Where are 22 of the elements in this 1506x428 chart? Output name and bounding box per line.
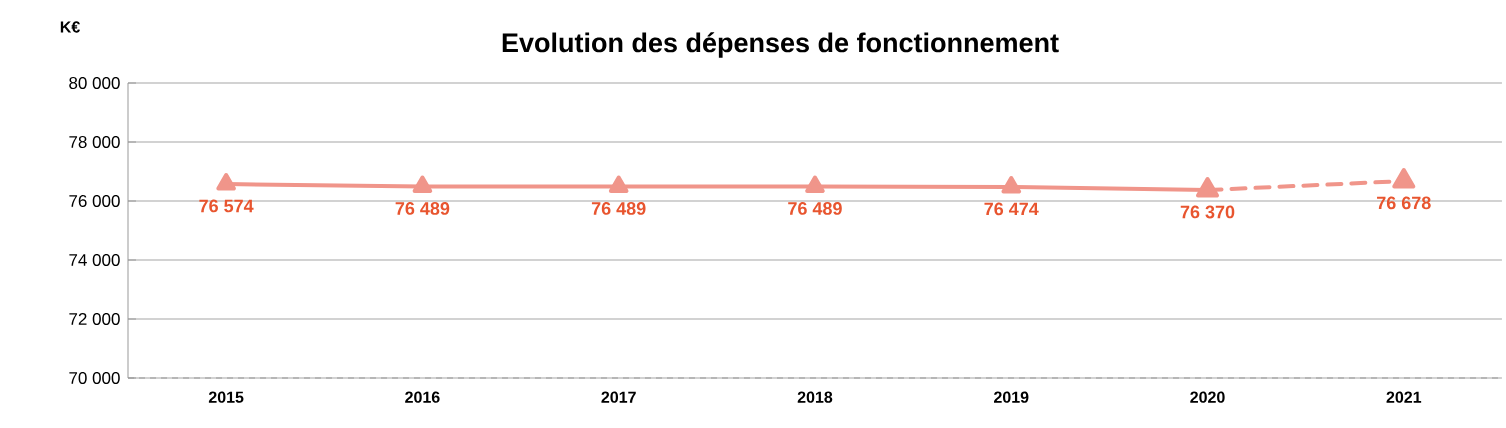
data-label: 76 370 bbox=[1180, 205, 1235, 219]
x-tick-label: 2019 bbox=[994, 391, 1029, 403]
y-tick-label: 76 000 bbox=[69, 194, 120, 208]
data-label: 76 489 bbox=[591, 202, 646, 215]
data-label: 76 489 bbox=[395, 202, 450, 215]
y-tick-label: 74 000 bbox=[69, 253, 120, 267]
data-label: 76 678 bbox=[1377, 196, 1431, 210]
y-axis-title: K€ bbox=[60, 21, 80, 33]
data-label: 76 489 bbox=[788, 202, 842, 215]
y-tick-label: 80 000 bbox=[69, 76, 120, 90]
x-tick-label: 2017 bbox=[601, 391, 636, 403]
x-tick-label: 2020 bbox=[1190, 391, 1225, 403]
x-tick-label: 2021 bbox=[1386, 391, 1422, 403]
data-label: 76 574 bbox=[199, 199, 254, 213]
y-tick-label: 78 000 bbox=[69, 135, 120, 149]
x-tick-label: 2018 bbox=[797, 391, 833, 403]
x-tick-label: 2016 bbox=[405, 391, 440, 403]
x-tick-label: 2015 bbox=[208, 391, 244, 403]
data-label: 76 474 bbox=[984, 202, 1039, 216]
y-tick-label: 70 000 bbox=[69, 371, 120, 385]
y-tick-label: 72 000 bbox=[69, 312, 120, 326]
chart-title: Evolution des dépenses de fonctionnement bbox=[502, 32, 1059, 58]
